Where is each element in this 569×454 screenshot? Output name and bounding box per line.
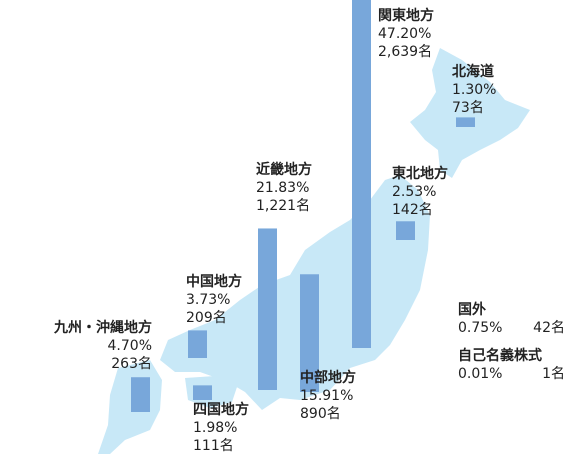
- region-name: 九州・沖縄地方: [53, 319, 152, 336]
- bar: [131, 377, 150, 412]
- region-name: 自己名義株式: [458, 347, 542, 364]
- region-name: 関東地方: [378, 7, 434, 24]
- bar: [456, 117, 475, 127]
- count-label: 209名: [186, 310, 227, 326]
- count-label: 890名: [300, 406, 341, 422]
- percent-label: 0.75%: [458, 320, 502, 336]
- region-name: 中国地方: [186, 273, 242, 290]
- count-label: 111名: [193, 438, 234, 454]
- kyushu: [98, 360, 162, 454]
- count-label: 263名: [111, 356, 152, 372]
- bar: [396, 221, 415, 240]
- percent-label: 1.98%: [193, 420, 237, 436]
- region-name: 近畿地方: [256, 161, 312, 178]
- region-name: 中部地方: [300, 369, 356, 386]
- percent-label: 0.01%: [458, 366, 502, 382]
- count-label: 1,221名: [256, 198, 310, 214]
- bar: [193, 385, 212, 400]
- percent-label: 3.73%: [186, 292, 230, 308]
- bar: [300, 274, 319, 392]
- count-label: 1名: [542, 366, 565, 382]
- percent-label: 2.53%: [392, 184, 436, 200]
- bar: [188, 330, 207, 358]
- count-label: 73名: [452, 100, 484, 116]
- count-label: 2,639名: [378, 44, 432, 60]
- bar: [258, 228, 277, 390]
- region-name: 東北地方: [392, 165, 448, 182]
- region-name: 四国地方: [193, 401, 249, 418]
- percent-label: 21.83%: [256, 180, 309, 196]
- percent-label: 15.91%: [300, 388, 353, 404]
- percent-label: 4.70%: [108, 338, 152, 354]
- region-name: 国外: [458, 301, 486, 318]
- count-label: 42名: [533, 320, 565, 336]
- hokkaido: [410, 48, 530, 178]
- count-label: 142名: [392, 202, 433, 218]
- region-name: 北海道: [452, 63, 494, 80]
- percent-label: 47.20%: [378, 26, 431, 42]
- percent-label: 1.30%: [452, 82, 496, 98]
- bar: [352, 0, 371, 348]
